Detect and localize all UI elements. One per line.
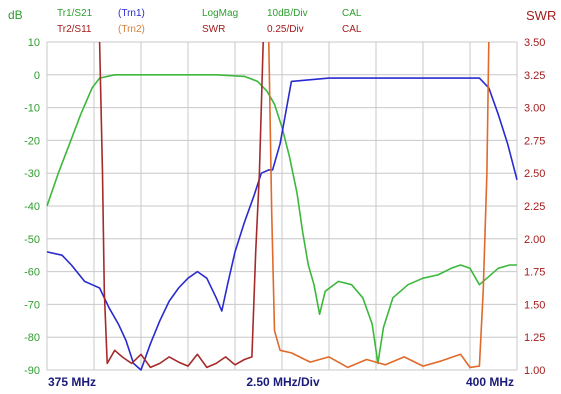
y-right-tick-label: 2.25 — [524, 201, 545, 213]
y-right-tick-label: 2.75 — [524, 135, 545, 147]
header-label: LogMag — [202, 8, 239, 19]
y-left-tick-label: -80 — [24, 332, 40, 344]
series-trn1 — [46, 77, 518, 371]
series-tr2-s11 — [98, 41, 264, 369]
y-right-tick-label: 2.00 — [524, 234, 545, 246]
y-left-tick-label: -40 — [24, 201, 40, 213]
series-trn2 — [268, 41, 490, 369]
y-left-tick-label: -60 — [24, 267, 40, 279]
x-label-div: 2.50 MHz/Div — [246, 375, 320, 389]
x-axis-labels: 375 MHz 2.50 MHz/Div 400 MHz — [48, 375, 514, 389]
header-label: 10dB/Div — [267, 8, 308, 19]
header-label: SWR — [526, 8, 557, 23]
y-left-tick-label: 0 — [34, 70, 40, 82]
y-left-tick-label: -90 — [24, 365, 40, 377]
y-right-tick-label: 3.00 — [524, 103, 545, 115]
y-left-tick-label: -20 — [24, 135, 40, 147]
y-left-tick-label: -10 — [24, 103, 40, 115]
y-right-tick-label: 3.50 — [524, 37, 545, 49]
header-label: Tr2/S11 — [57, 24, 92, 35]
y-right-tick-label: 1.25 — [524, 332, 545, 344]
y-right-tick-label: 2.50 — [524, 168, 545, 180]
header-label: CAL — [342, 24, 362, 35]
tick-labels: 10 0 -10 -20 -30 -40 -50 -60 -70 -80 -90 3.50 3.25 3.… — [24, 37, 545, 377]
y-right-tick-label: 1.00 — [524, 365, 545, 377]
grid — [46, 41, 518, 371]
traces — [46, 41, 518, 371]
header-label: Tr1/S21 — [57, 8, 93, 19]
y-right-tick-label: 1.50 — [524, 299, 545, 311]
header-label: (Trn2) — [118, 24, 145, 35]
header-label: 0.25/Div — [267, 24, 304, 35]
x-label-stop: 400 MHz — [466, 375, 514, 389]
y-left-tick-label: -30 — [24, 168, 40, 180]
x-label-start: 375 MHz — [48, 375, 96, 389]
header-label: SWR — [202, 24, 226, 35]
y-right-tick-label: 3.25 — [524, 70, 545, 82]
y-right-tick-label: 1.75 — [524, 267, 545, 279]
y-left-tick-label: 10 — [28, 37, 40, 49]
header-label: dB — [8, 8, 23, 22]
y-left-tick-label: -50 — [24, 234, 40, 246]
y-left-tick-label: -70 — [24, 299, 40, 311]
header-label: (Trn1) — [118, 8, 145, 19]
header-label: CAL — [342, 8, 362, 19]
series-tr1-s21 — [46, 74, 517, 365]
